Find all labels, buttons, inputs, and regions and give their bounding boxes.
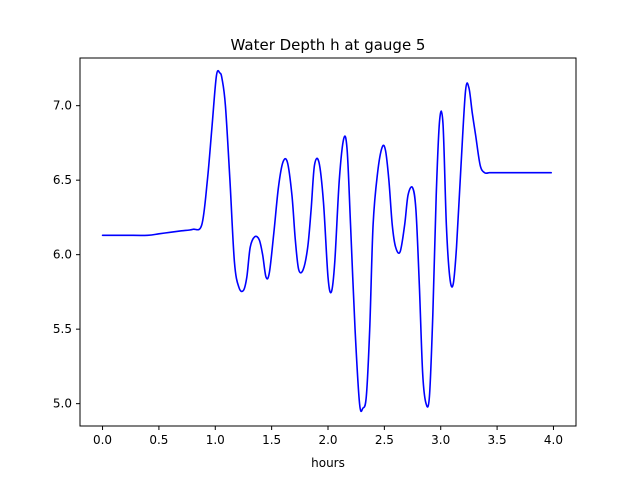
- x-tick-label: 3.0: [431, 433, 450, 447]
- series-line: [101, 69, 552, 413]
- x-tick-label: 0.5: [149, 433, 168, 447]
- x-tick-label: 3.5: [488, 433, 507, 447]
- y-tick-label: 7.0: [53, 99, 72, 113]
- x-tick-label: 2.0: [318, 433, 337, 447]
- y-tick-label: 5.0: [53, 397, 72, 411]
- y-tick-label: 6.0: [53, 248, 72, 262]
- x-tick-label: 4.0: [544, 433, 563, 447]
- x-axis-label: hours: [311, 456, 345, 470]
- series-layer: [101, 69, 552, 413]
- y-tick-label: 6.5: [53, 173, 72, 187]
- x-tick-label: 1.5: [262, 433, 281, 447]
- plot-area-frame: [79, 57, 577, 427]
- x-tick-label: 2.5: [375, 433, 394, 447]
- y-tick-label: 5.5: [53, 322, 72, 336]
- chart-title: Water Depth h at gauge 5: [231, 36, 426, 54]
- x-tick-label: 1.0: [206, 433, 225, 447]
- axis-ticks: 0.0 0.5 1.0 1.5 2.0 2.5 3.0 3.5 4.0 5.0 5.5 6.0 6.5 7…: [53, 99, 563, 447]
- x-tick-label: 0.0: [93, 433, 112, 447]
